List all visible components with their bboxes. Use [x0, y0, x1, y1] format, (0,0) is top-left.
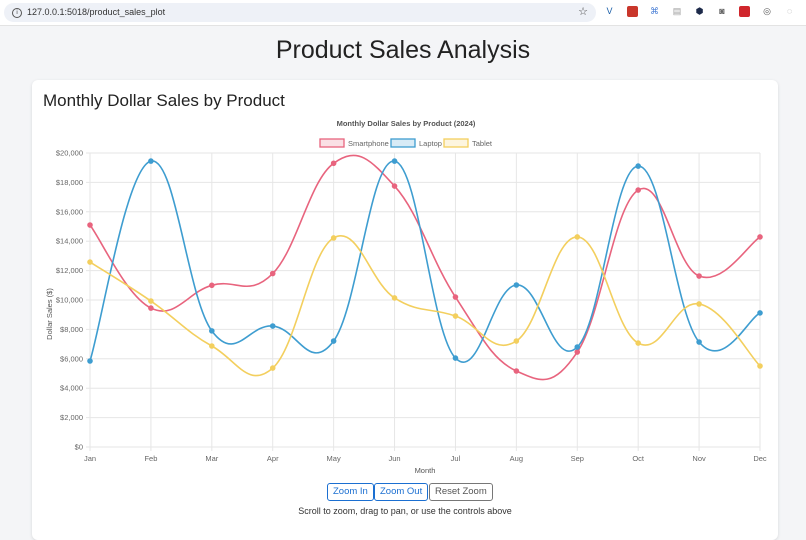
y-tick-label: $18,000	[56, 178, 83, 187]
site-info-icon[interactable]: i	[12, 8, 22, 18]
series-line-tablet	[89, 235, 761, 377]
puzzle-icon[interactable]: ◌	[786, 6, 793, 16]
document-icon[interactable]: ▤	[672, 6, 682, 16]
data-point	[330, 235, 337, 241]
x-tick-label: Nov	[692, 454, 706, 463]
x-tick-label: Aug	[510, 454, 523, 463]
reset-zoom-button[interactable]: Reset Zoom	[429, 483, 493, 501]
zoom-in-button[interactable]: Zoom In	[327, 483, 374, 501]
legend-swatch	[443, 138, 469, 148]
x-tick-label: Sep	[571, 454, 584, 463]
card-title: Monthly Dollar Sales by Product	[43, 91, 285, 110]
bookmark-star-icon[interactable]: ☆	[578, 6, 588, 18]
legend-swatch	[390, 138, 416, 148]
data-point	[513, 338, 520, 344]
data-point	[391, 158, 398, 164]
x-tick-label: Mar	[205, 454, 218, 463]
data-point	[269, 365, 276, 371]
y-tick-label: $10,000	[56, 296, 83, 305]
x-tick-label: Feb	[144, 454, 157, 463]
page-title: Product Sales Analysis	[275, 36, 531, 64]
data-point	[757, 310, 763, 316]
data-point	[757, 363, 763, 369]
data-point	[209, 343, 215, 349]
camera-icon[interactable]: ◙	[719, 6, 725, 16]
x-tick-label: Apr	[267, 454, 279, 463]
y-tick-label: $8,000	[60, 325, 83, 334]
y-axis-label: Dollar Sales ($)	[45, 288, 54, 340]
data-point	[87, 358, 93, 364]
data-point	[209, 282, 215, 289]
x-tick-label: Jan	[84, 454, 96, 463]
bookmark-icon[interactable]	[626, 6, 638, 17]
chat-icon[interactable]: ◎	[763, 6, 771, 16]
data-point	[269, 323, 276, 329]
data-point	[513, 368, 520, 374]
data-point	[696, 301, 702, 307]
legend-label: Tablet	[472, 139, 493, 148]
chart-title: Monthly Dollar Sales by Product (2024)	[337, 119, 476, 128]
address-bar[interactable]: i 127.0.0.1:5018/product_sales_plot ☆	[4, 3, 596, 22]
y-tick-label: $0	[75, 443, 83, 452]
y-tick-label: $20,000	[56, 149, 83, 158]
zoom-out-button[interactable]: Zoom Out	[374, 483, 429, 501]
data-point	[513, 282, 520, 288]
legend-swatch	[319, 138, 345, 148]
data-point	[635, 340, 641, 346]
y-tick-label: $12,000	[56, 266, 83, 275]
data-point	[330, 338, 337, 344]
y-tick-label: $14,000	[56, 237, 83, 246]
red-extension-icon[interactable]	[739, 6, 750, 17]
sales-line-chart[interactable]: Monthly Dollar Sales by Product (2024) S…	[32, 80, 778, 480]
data-point	[635, 163, 641, 169]
data-point	[87, 222, 93, 228]
hexagon-icon[interactable]: ⬢	[695, 6, 704, 16]
data-point	[635, 187, 641, 193]
x-tick-label: Jun	[388, 454, 400, 463]
data-point	[209, 328, 215, 334]
data-point	[148, 298, 154, 304]
x-axis-label: Month	[415, 466, 436, 475]
y-tick-label: $16,000	[56, 207, 83, 216]
zoom-hint: Scroll to zoom, drag to pan, or use the …	[298, 506, 512, 516]
x-tick-label: Dec	[753, 454, 767, 463]
data-point	[574, 349, 581, 355]
data-point	[148, 158, 154, 164]
legend-label: Smartphone	[348, 139, 389, 148]
data-point	[574, 234, 581, 240]
y-tick-label: $2,000	[60, 413, 83, 422]
translate-icon[interactable]: ⌘	[650, 6, 659, 16]
data-point	[269, 270, 276, 277]
data-point	[757, 234, 763, 240]
data-point	[330, 160, 337, 167]
y-tick-label: $6,000	[60, 354, 83, 363]
y-tick-label: $4,000	[60, 384, 83, 393]
data-point	[452, 313, 459, 319]
x-tick-label: Jul	[451, 454, 461, 463]
data-point	[391, 295, 398, 301]
data-point	[574, 344, 581, 350]
data-point	[696, 339, 702, 345]
data-point	[148, 305, 154, 311]
x-tick-label: Oct	[632, 454, 645, 463]
browser-toolbar: i 127.0.0.1:5018/product_sales_plot ☆ V ⌘…	[0, 0, 806, 26]
data-point	[87, 259, 93, 265]
url-text: 127.0.0.1:5018/product_sales_plot	[27, 7, 166, 17]
chart-card: Monthly Dollar Sales by Product Monthly …	[32, 80, 778, 540]
data-point	[452, 294, 459, 300]
legend-label: Laptop	[419, 139, 442, 148]
data-point	[452, 355, 459, 361]
data-point	[391, 183, 398, 189]
vimium-icon[interactable]: V	[606, 6, 613, 16]
x-tick-label: May	[327, 454, 341, 463]
data-point	[696, 273, 702, 279]
